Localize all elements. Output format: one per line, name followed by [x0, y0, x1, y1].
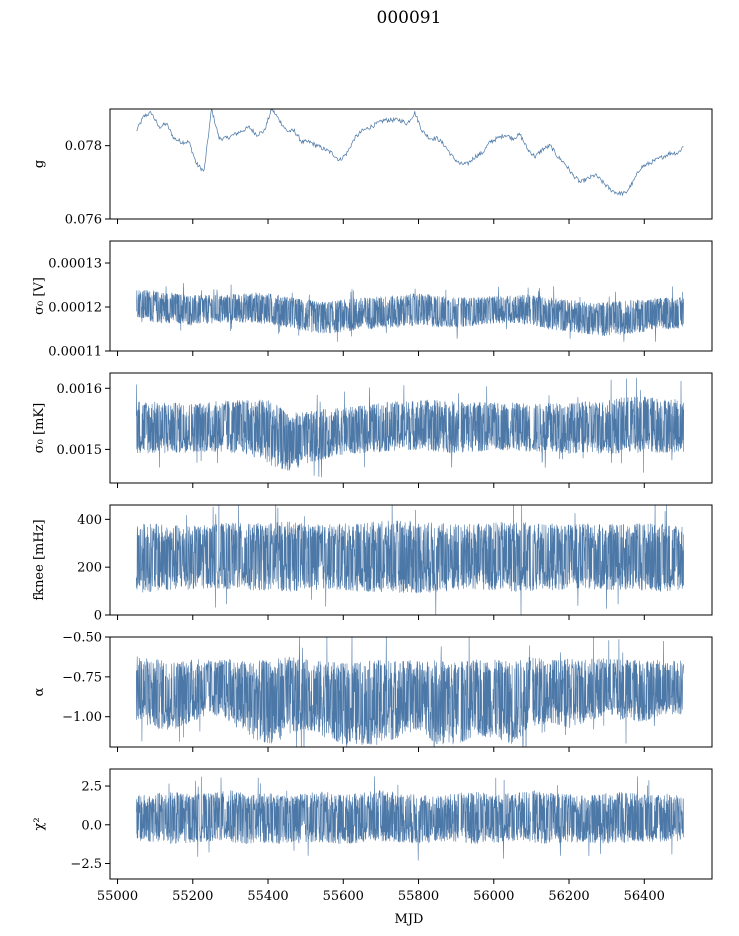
x-tick-label: 55800 [398, 889, 439, 904]
y-tick-label: −0.75 [62, 670, 102, 685]
y-axis-label: χ² [32, 817, 47, 830]
panel-1: 0.076 0.078 g [32, 108, 713, 228]
panel-6: −2.5 0.0 2.5 55000 55200 55400 55600 55800 56000… [32, 768, 713, 904]
y-tick-label: −1.00 [62, 710, 102, 725]
y-tick-label: 200 [77, 561, 102, 576]
plot-frame [109, 504, 713, 616]
y-tick-label: 0.00013 [48, 257, 102, 272]
series-line [136, 109, 684, 197]
series-line [136, 505, 684, 615]
y-tick-label: 0.0016 [57, 382, 103, 397]
series-line [136, 637, 684, 747]
y-tick-label: 0 [94, 609, 102, 624]
y-tick-label: 0.0015 [57, 443, 103, 458]
figure-title: 000091 [377, 8, 442, 28]
y-tick-label: 0.076 [65, 213, 102, 228]
plot-frame [109, 636, 713, 748]
plot-frame [109, 768, 713, 880]
x-axis-label: MJD [395, 912, 424, 927]
y-axis-label: α [32, 687, 47, 696]
y-axis-label: σ₀ [mK] [32, 403, 47, 453]
y-axis-label: g [32, 160, 47, 168]
y-tick-label: 400 [77, 513, 102, 528]
plot-frame [109, 108, 713, 220]
plot-frame [109, 372, 713, 484]
x-tick-label: 55200 [172, 889, 213, 904]
x-tick-label: 55600 [323, 889, 364, 904]
panel-5: −1.00 −0.75 −0.50 α [32, 631, 713, 752]
x-tick-label: 56200 [548, 889, 589, 904]
x-tick-label: 56000 [473, 889, 514, 904]
x-tick-label: 55000 [97, 889, 138, 904]
y-tick-label: 2.5 [81, 780, 102, 795]
y-tick-label: 0.078 [65, 139, 102, 154]
series-line [136, 776, 684, 861]
y-tick-label: 0.00012 [48, 301, 102, 316]
y-tick-label: −2.5 [70, 857, 102, 872]
plot-frame [109, 240, 713, 352]
series-line [136, 377, 684, 478]
x-tick-label: 56400 [624, 889, 665, 904]
y-tick-label: 0.00011 [48, 345, 102, 360]
x-tick-label: 55400 [247, 889, 288, 904]
y-axis-label: σ₀ [V] [32, 277, 47, 315]
panel-3: 0.0015 0.0016 σ₀ [mK] [32, 372, 713, 488]
y-axis-label: fknee [mHz] [32, 519, 47, 600]
y-tick-label: 0.0 [81, 818, 102, 833]
y-tick-label: −0.50 [62, 631, 102, 646]
series-line [136, 283, 684, 342]
panel-4: 0 200 400 fknee [mHz] [32, 504, 713, 624]
